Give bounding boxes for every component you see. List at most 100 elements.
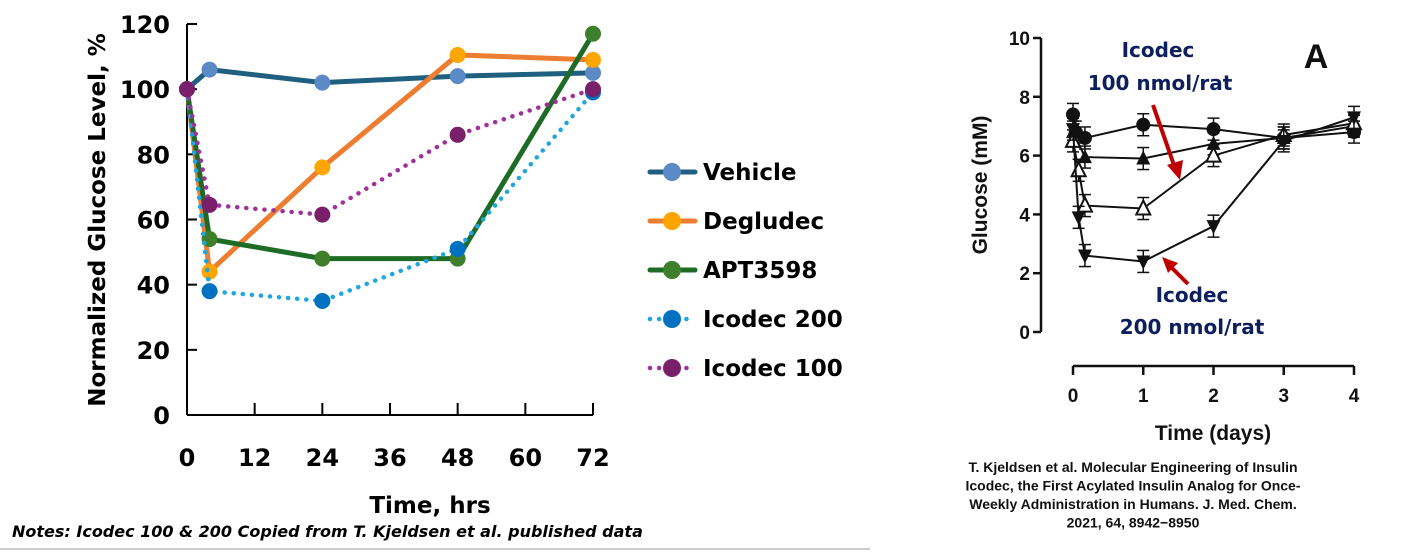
left-y-axis-label: Normalized Glucose Level, % xyxy=(85,33,111,407)
panel-label: A xyxy=(1304,38,1329,76)
series-line xyxy=(184,31,596,262)
data-point xyxy=(585,81,601,98)
left-x-axis-label: Time, hrs xyxy=(369,493,490,519)
data-point xyxy=(449,126,466,143)
data-point xyxy=(1077,130,1092,145)
legend-marker xyxy=(663,163,681,181)
series-triangle-down-filled xyxy=(1066,105,1361,274)
x-tick-label: 2 xyxy=(1208,386,1219,407)
y-tick-label: 100 xyxy=(120,76,170,104)
x-tick-label: 0 xyxy=(179,444,196,472)
data-point xyxy=(1077,249,1092,264)
data-point xyxy=(201,283,218,300)
series-icodec-200 xyxy=(179,81,601,309)
x-tick-label: 12 xyxy=(238,444,271,472)
y-tick-label: 80 xyxy=(137,141,170,169)
data-point xyxy=(1071,211,1086,226)
notes-text: Notes: Icodec 100 & 200 Copied from T. K… xyxy=(12,522,643,541)
data-point xyxy=(449,46,466,63)
y-tick-label: 4 xyxy=(1019,205,1030,226)
legend-marker xyxy=(663,359,681,377)
y-tick-label: 0 xyxy=(1019,323,1030,344)
data-point xyxy=(449,68,466,85)
legend-item: Icodec 200 xyxy=(647,307,843,333)
legend-label: Icodec 100 xyxy=(703,356,843,382)
data-point xyxy=(179,81,195,98)
y-tick-label: 6 xyxy=(1019,147,1030,168)
y-tick-label: 120 xyxy=(120,11,170,39)
annotation-200-line2: 200 nmol/rat xyxy=(1120,315,1265,339)
y-tick-label: 60 xyxy=(137,207,170,235)
legend-marker xyxy=(663,310,681,328)
legend-item: Vehicle xyxy=(647,160,797,186)
data-point xyxy=(314,250,331,267)
data-point xyxy=(1204,145,1223,163)
x-tick-label: 0 xyxy=(1068,386,1079,407)
data-point xyxy=(1136,150,1151,165)
right-y-axis-label: Glucose (mM) xyxy=(969,116,992,255)
series-line xyxy=(184,86,596,304)
data-point xyxy=(585,51,601,68)
x-tick-label: 3 xyxy=(1278,386,1289,407)
legend-label: Icodec 200 xyxy=(703,307,843,333)
series-vehicle xyxy=(179,61,601,98)
data-point xyxy=(314,292,331,309)
series-apt3598 xyxy=(179,25,601,267)
legend-marker xyxy=(663,261,681,279)
data-point xyxy=(1206,135,1221,150)
data-point xyxy=(201,263,218,280)
data-point xyxy=(1076,195,1094,213)
data-point xyxy=(314,74,331,91)
citation-line: 2021, 64, 8942−8950 xyxy=(1067,515,1200,531)
data-point xyxy=(449,240,466,257)
series-line xyxy=(184,86,596,217)
annotation-100-line1: Icodec xyxy=(1122,38,1195,62)
data-point xyxy=(585,25,601,42)
legend-label: Degludec xyxy=(703,209,824,235)
data-point xyxy=(201,61,218,78)
legend: Vehicle Degludec APT3598 Icodec 200 Icodec 1… xyxy=(647,160,843,382)
legend-item: APT3598 xyxy=(647,258,817,284)
data-point xyxy=(1136,117,1151,132)
x-tick-label: 36 xyxy=(373,444,406,472)
x-tick-label: 1 xyxy=(1138,386,1149,407)
right-x-axis-label: Time (days) xyxy=(1155,422,1271,445)
y-tick-label: 0 xyxy=(153,402,170,430)
x-tick-label: 4 xyxy=(1349,386,1360,407)
data-point xyxy=(314,159,331,176)
series-line xyxy=(184,67,596,92)
legend-item: Degludec xyxy=(647,209,824,235)
y-tick-label: 40 xyxy=(137,272,170,300)
arrow-200 xyxy=(1162,257,1190,286)
legend-marker xyxy=(663,212,681,230)
x-tick-label: 24 xyxy=(306,444,339,472)
data-point xyxy=(1136,255,1151,270)
citation-line: Icodec, the First Acylated Insulin Analo… xyxy=(965,478,1300,494)
citation-line: Weekly Administration in Humans. J. Med.… xyxy=(969,496,1297,512)
data-point xyxy=(314,206,331,223)
data-point xyxy=(585,64,601,81)
y-tick-label: 10 xyxy=(1009,29,1030,50)
y-tick-label: 8 xyxy=(1019,88,1030,109)
data-point xyxy=(1066,123,1080,138)
data-point xyxy=(1276,134,1291,149)
citation-line: T. Kjeldsen et al. Molecular Engineering… xyxy=(968,459,1297,475)
legend-item: Icodec 100 xyxy=(647,356,843,382)
arrow-100 xyxy=(1151,104,1183,180)
data-point xyxy=(1206,220,1221,235)
y-tick-label: 20 xyxy=(137,337,170,365)
y-tick-label: 2 xyxy=(1019,264,1030,285)
series-icodec-100 xyxy=(179,81,601,223)
annotation-100-line2: 100 nmol/rat xyxy=(1088,71,1233,95)
data-point xyxy=(1347,111,1361,126)
data-point xyxy=(201,196,218,213)
data-point xyxy=(1134,198,1152,216)
data-point xyxy=(1077,149,1092,164)
data-point xyxy=(1070,160,1088,178)
x-tick-label: 48 xyxy=(441,444,474,472)
x-tick-label: 72 xyxy=(576,444,609,472)
legend-label: APT3598 xyxy=(703,258,817,284)
right-chart: 0 2 4 6 8 10 0 1 2 3 4 Time (days) Glucose (mM) A… xyxy=(965,29,1363,531)
annotation-200-line1: Icodec xyxy=(1156,283,1229,307)
